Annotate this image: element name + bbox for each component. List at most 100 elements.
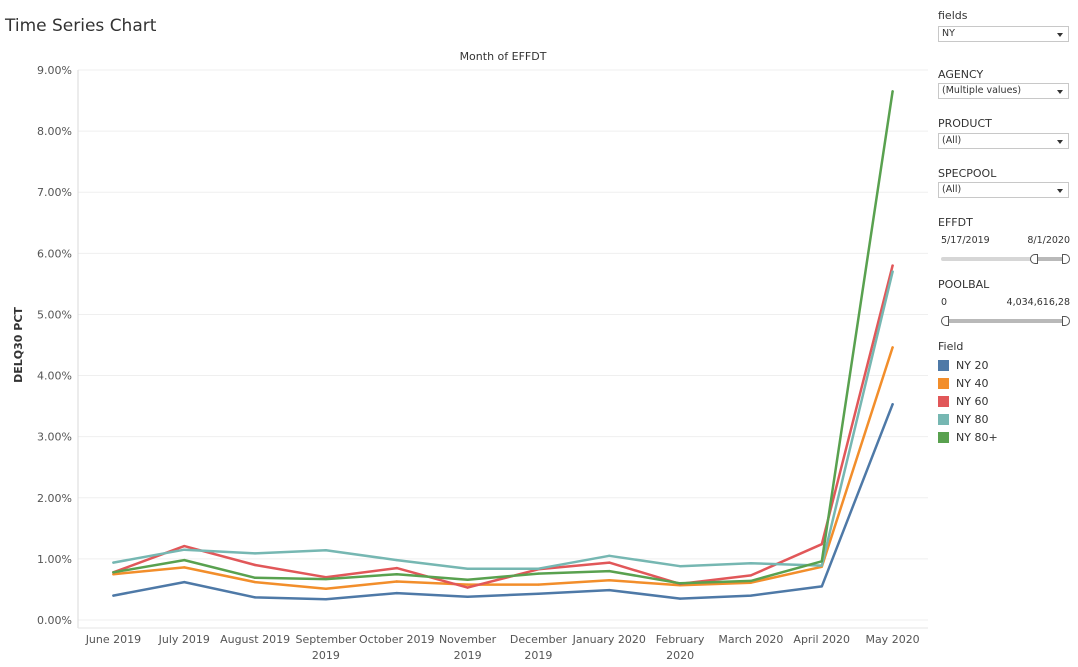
agency-dropdown[interactable]: (Multiple values) bbox=[938, 83, 1069, 99]
data-point[interactable] bbox=[253, 563, 257, 567]
x-tick-label: April 2020 bbox=[793, 633, 850, 646]
y-tick-label: 1.00% bbox=[37, 553, 72, 566]
data-point[interactable] bbox=[608, 561, 611, 564]
legend-label: NY 60 bbox=[956, 394, 989, 408]
data-point[interactable] bbox=[608, 579, 611, 582]
data-point[interactable] bbox=[183, 544, 186, 548]
data-point[interactable] bbox=[466, 586, 469, 589]
y-tick-label: 8.00% bbox=[37, 125, 72, 138]
series-line-ny-60[interactable] bbox=[112, 264, 894, 589]
y-tick-label: 5.00% bbox=[37, 308, 72, 321]
series-line-ny-80[interactable] bbox=[112, 90, 894, 585]
data-point[interactable] bbox=[466, 567, 469, 570]
data-point[interactable] bbox=[466, 578, 469, 581]
chevron-down-icon bbox=[1057, 189, 1063, 193]
data-point[interactable] bbox=[395, 558, 398, 562]
data-point[interactable] bbox=[395, 580, 398, 583]
series-line-ny-20[interactable] bbox=[112, 403, 894, 601]
legend-item[interactable]: NY 20 bbox=[938, 358, 988, 372]
poolbal-slider-max-handle[interactable] bbox=[1062, 316, 1070, 326]
effdt-min-value: 5/17/2019 bbox=[941, 235, 990, 246]
data-point[interactable] bbox=[112, 594, 115, 597]
data-point[interactable] bbox=[537, 583, 540, 586]
poolbal-max-value: 4,034,616,28 bbox=[1006, 297, 1070, 308]
data-point[interactable] bbox=[112, 561, 115, 564]
data-point[interactable] bbox=[749, 561, 753, 565]
legend-swatch bbox=[938, 395, 949, 407]
data-point[interactable] bbox=[820, 585, 823, 588]
legend-item[interactable]: NY 80+ bbox=[938, 430, 998, 444]
data-point[interactable] bbox=[537, 567, 540, 570]
data-point[interactable] bbox=[253, 580, 257, 584]
data-point[interactable] bbox=[891, 264, 894, 267]
x-tick-label: May 2020 bbox=[865, 633, 919, 646]
legend-item[interactable]: NY 40 bbox=[938, 376, 988, 390]
data-point[interactable] bbox=[820, 564, 823, 567]
specpool-dropdown[interactable]: (All) bbox=[938, 182, 1069, 198]
series-line-ny-40[interactable] bbox=[112, 346, 894, 591]
data-point[interactable] bbox=[466, 595, 469, 598]
chart-title: Month of EFFDT bbox=[460, 50, 547, 63]
x-tick-label: August 2019 bbox=[220, 633, 290, 646]
effdt-max-value: 8/1/2020 bbox=[1027, 235, 1070, 246]
data-point[interactable] bbox=[749, 574, 753, 577]
data-point[interactable] bbox=[678, 582, 682, 585]
data-point[interactable] bbox=[820, 543, 823, 546]
poolbal-slider-track[interactable] bbox=[941, 319, 1069, 323]
legend-item[interactable]: NY 60 bbox=[938, 394, 988, 408]
x-tick-label: November 2019 bbox=[439, 633, 497, 662]
data-point[interactable] bbox=[537, 592, 540, 595]
data-point[interactable] bbox=[324, 587, 328, 591]
data-point[interactable] bbox=[678, 597, 682, 600]
data-point[interactable] bbox=[749, 594, 753, 597]
data-point[interactable] bbox=[395, 572, 398, 576]
legend-item[interactable]: NY 80 bbox=[938, 412, 988, 426]
legend-label: NY 80 bbox=[956, 412, 989, 426]
data-point[interactable] bbox=[891, 90, 894, 93]
agency-dropdown-value: (Multiple values) bbox=[942, 85, 1022, 96]
data-point[interactable] bbox=[608, 569, 611, 573]
x-tick-label: September 2019 bbox=[296, 633, 357, 662]
data-point[interactable] bbox=[891, 403, 894, 406]
data-point[interactable] bbox=[183, 566, 186, 569]
effdt-slider-min-handle[interactable] bbox=[1030, 254, 1038, 264]
data-point[interactable] bbox=[891, 346, 894, 349]
legend-swatch bbox=[938, 359, 949, 371]
poolbal-slider-min-handle[interactable] bbox=[941, 316, 949, 326]
product-dropdown-value: (All) bbox=[942, 135, 962, 146]
poolbal-filter-label: POOLBAL bbox=[938, 278, 990, 291]
data-point[interactable] bbox=[608, 588, 611, 592]
effdt-slider-max-handle[interactable] bbox=[1062, 254, 1070, 264]
y-tick-label: 7.00% bbox=[37, 186, 72, 199]
data-point[interactable] bbox=[253, 552, 257, 555]
data-point[interactable] bbox=[253, 596, 257, 599]
data-point[interactable] bbox=[324, 549, 328, 552]
data-point[interactable] bbox=[183, 580, 186, 584]
y-tick-label: 2.00% bbox=[37, 492, 72, 505]
data-point[interactable] bbox=[183, 558, 186, 562]
data-point[interactable] bbox=[608, 554, 611, 558]
data-point[interactable] bbox=[253, 576, 257, 580]
series-line-ny-80[interactable] bbox=[112, 270, 894, 570]
data-point[interactable] bbox=[324, 598, 328, 601]
data-point[interactable] bbox=[395, 566, 398, 570]
fields-dropdown[interactable]: NY bbox=[938, 26, 1069, 42]
x-tick-label: December 2019 bbox=[510, 633, 568, 662]
data-point[interactable] bbox=[112, 572, 115, 576]
data-point[interactable] bbox=[324, 577, 328, 581]
data-point[interactable] bbox=[183, 548, 186, 551]
x-tick-label: October 2019 bbox=[359, 633, 435, 646]
product-dropdown[interactable]: (All) bbox=[938, 133, 1069, 149]
data-point[interactable] bbox=[678, 565, 682, 568]
legend-swatch bbox=[938, 413, 949, 425]
data-point[interactable] bbox=[891, 270, 894, 273]
data-point[interactable] bbox=[112, 571, 115, 574]
effdt-slider-track[interactable] bbox=[941, 257, 1069, 261]
data-point[interactable] bbox=[466, 583, 469, 586]
data-point[interactable] bbox=[820, 560, 823, 563]
data-point[interactable] bbox=[749, 579, 753, 583]
data-point[interactable] bbox=[395, 591, 398, 595]
data-point[interactable] bbox=[537, 572, 540, 575]
agency-filter-label: AGENCY bbox=[938, 68, 984, 81]
page-title: Time Series Chart bbox=[5, 16, 157, 36]
